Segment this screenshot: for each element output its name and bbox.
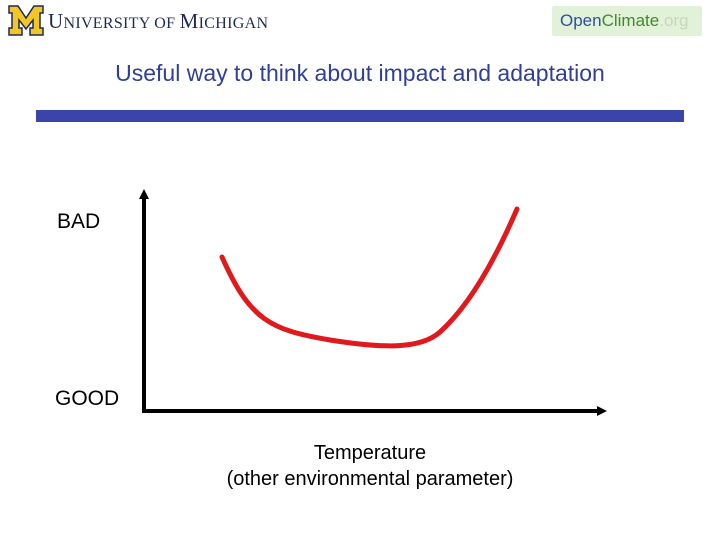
x-axis-label: Temperature (other environmental paramet… bbox=[170, 440, 570, 492]
university-name: UNIVERSITY OF MICHIGAN bbox=[48, 9, 268, 34]
slide-title: Useful way to think about impact and ada… bbox=[115, 60, 605, 86]
title-divider bbox=[36, 110, 684, 122]
openclimate-climate-text: Climate bbox=[601, 11, 660, 30]
university-name-part: M bbox=[179, 9, 199, 33]
y-axis-top-label: BAD bbox=[57, 210, 101, 233]
university-name-part: ICHIGAN bbox=[198, 15, 269, 32]
block-m-icon bbox=[8, 5, 44, 36]
openclimate-open-text: Open bbox=[560, 11, 602, 30]
impact-curve bbox=[219, 206, 520, 349]
openclimate-org-text: .org bbox=[659, 11, 689, 30]
y-axis-bottom-label: GOOD bbox=[55, 387, 120, 410]
x-axis-label-line2: (other environmental parameter) bbox=[226, 468, 514, 490]
openclimate-logo: OpenClimate.org bbox=[552, 6, 702, 36]
university-name-part: U bbox=[48, 9, 64, 33]
x-axis-label-line1: Temperature bbox=[313, 442, 427, 464]
university-name-part: NIVERSITY OF bbox=[63, 15, 180, 32]
